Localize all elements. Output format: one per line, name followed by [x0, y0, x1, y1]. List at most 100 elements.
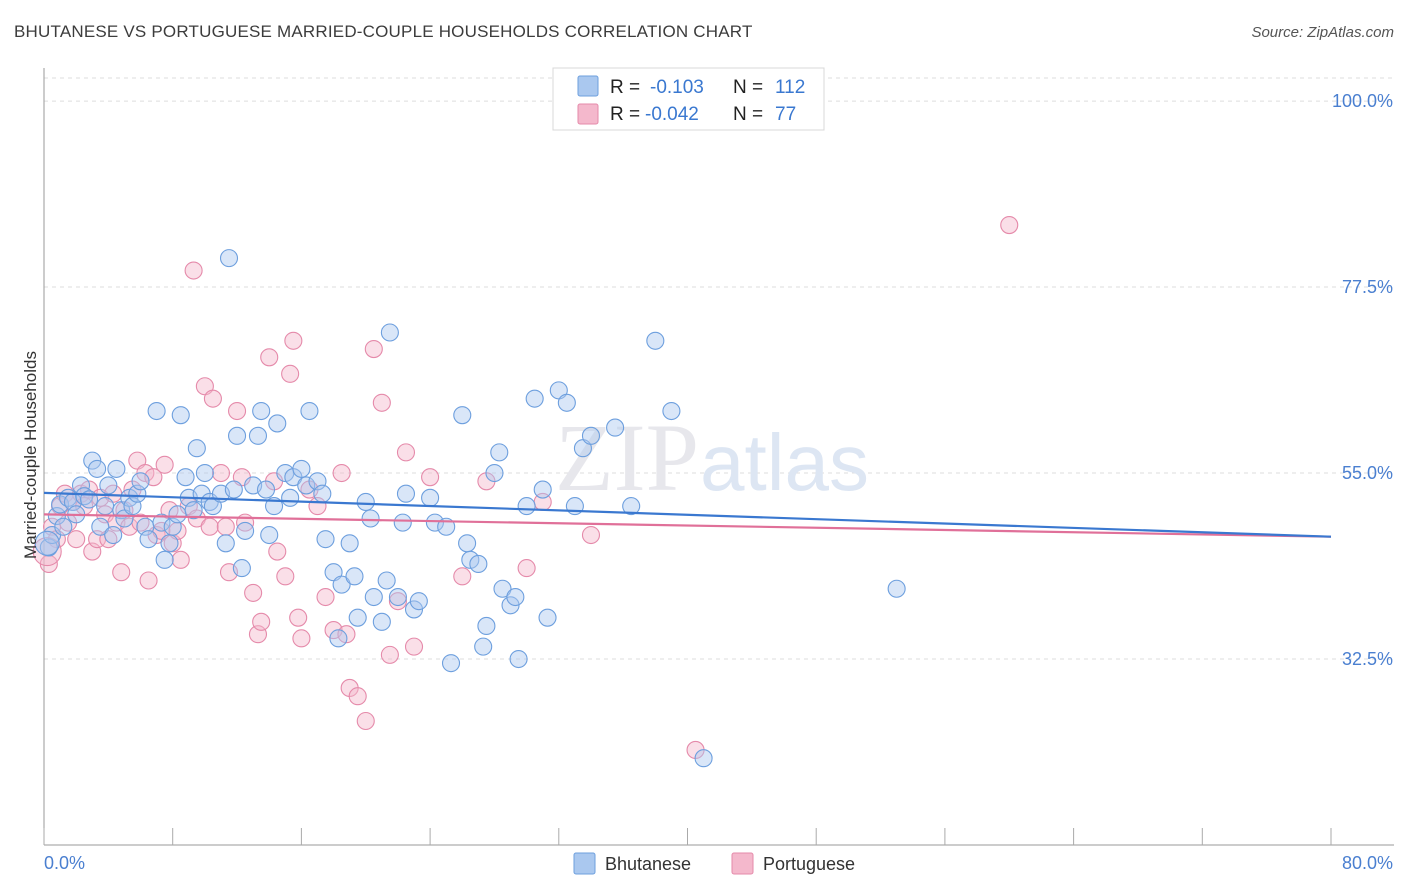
bhutanese-point [155, 550, 174, 569]
portuguese-point [203, 389, 222, 408]
bhutanese-point [152, 513, 171, 532]
axes [43, 68, 1394, 846]
bhutanese-point [168, 505, 187, 524]
bhutanese-point [396, 484, 416, 503]
legend-n-value-bhutanese: 112 [775, 77, 805, 98]
portuguese-point [404, 637, 424, 656]
bhutanese-point [300, 401, 319, 421]
bhutanese-point [228, 426, 247, 445]
bhutanese-point [216, 534, 235, 553]
bhutanese-point [437, 517, 456, 536]
bhutanese-point [171, 406, 190, 425]
bhutanese-point [606, 418, 625, 437]
y-tick-label: 55.0% [1342, 463, 1393, 483]
bhutanese-point [493, 579, 512, 598]
portuguese-point [348, 687, 367, 706]
bottom-legend-swatch-portuguese [731, 852, 754, 875]
portuguese-point [244, 583, 263, 602]
bhutanese-point [622, 497, 641, 516]
bhutanese-point [393, 513, 412, 532]
bottom-legend-swatch-bhutanese [573, 852, 596, 875]
bhutanese-point [268, 414, 287, 433]
bhutanese-point [388, 587, 407, 607]
bhutanese-point [887, 579, 906, 598]
portuguese-point [252, 612, 271, 631]
legend-n-label-bhutanese: N = [733, 77, 763, 98]
portuguese-point [396, 443, 416, 462]
bhutanese-point [372, 612, 391, 631]
bhutanese-point [292, 459, 311, 478]
bhutanese-point [88, 459, 107, 478]
y-axis-label: Married-couple Households [21, 351, 40, 559]
bhutanese-point [533, 480, 552, 499]
legend-n-label-portuguese: N = [733, 104, 763, 125]
portuguese-point [211, 463, 231, 483]
bhutanese-point [252, 401, 271, 421]
bhutanese-point [187, 439, 206, 458]
bhutanese-point [477, 616, 496, 636]
legend-n-value-portuguese: 77 [775, 104, 796, 125]
bhutanese-trend-line [43, 491, 1332, 538]
bhutanese-point [662, 401, 681, 421]
bhutanese-point [356, 492, 375, 512]
bhutanese-point [47, 506, 66, 526]
portuguese-point [372, 393, 391, 412]
bhutanese-point [694, 749, 713, 768]
bhutanese-point [104, 525, 123, 545]
portuguese-trend-line [43, 513, 1332, 538]
bhutanese-point [75, 487, 94, 506]
portuguese-point [139, 571, 158, 590]
bhutanese-point [297, 476, 316, 495]
legend-r-value-portuguese: -0.042 [645, 104, 699, 125]
legend-r-value-bhutanese: -0.103 [650, 77, 704, 98]
portuguese-point [155, 455, 174, 474]
portuguese-point [228, 401, 247, 421]
y-tick-labels: 32.5% 55.0% 77.5% 100.0% [1332, 91, 1393, 669]
bhutanese-point [96, 497, 115, 516]
portuguese-point [284, 331, 303, 350]
bhutanese-point [160, 534, 179, 553]
bhutanese-point [260, 525, 279, 545]
bhutanese-point [91, 517, 110, 536]
portuguese-point [200, 517, 219, 536]
bhutanese-point [490, 443, 509, 462]
bottom-legend-label-portuguese: Portuguese [763, 854, 855, 874]
portuguese-point [581, 525, 601, 545]
portuguese-points [32, 216, 1019, 759]
portuguese-point [268, 542, 287, 561]
portuguese-point [517, 559, 536, 578]
x-tick-label-min: 0.0% [44, 853, 85, 873]
bhutanese-point [184, 501, 203, 520]
portuguese-point [332, 463, 351, 483]
bhutanese-point [281, 488, 300, 507]
bhutanese-point [34, 530, 60, 556]
y-tick-label: 100.0% [1332, 91, 1393, 111]
bhutanese-point [224, 480, 243, 499]
portuguese-point [380, 645, 399, 664]
portuguese-point [421, 468, 440, 487]
portuguese-point [453, 567, 472, 586]
bhutanese-point [248, 426, 268, 445]
legend-swatch-portuguese [577, 103, 599, 125]
bhutanese-point [409, 592, 428, 611]
bhutanese-point [364, 587, 383, 607]
bhutanese-point [176, 468, 195, 487]
bhutanese-point [458, 534, 477, 553]
portuguese-point [1000, 216, 1019, 235]
bhutanese-point [313, 484, 332, 503]
portuguese-point [276, 567, 295, 586]
portuguese-point [184, 261, 203, 280]
portuguese-point [216, 517, 235, 536]
bhutanese-point [236, 521, 255, 540]
bhutanese-point [646, 331, 665, 350]
bhutanese-point [340, 534, 359, 553]
bhutanese-point [361, 509, 380, 528]
bhutanese-point [517, 497, 536, 516]
portuguese-point [292, 629, 311, 648]
portuguese-point [112, 563, 131, 582]
bhutanese-point [453, 406, 472, 425]
bhutanese-point [332, 575, 351, 594]
bhutanese-point [380, 323, 399, 342]
y-tick-label: 77.5% [1342, 277, 1393, 297]
legend-r-label-portuguese: R = [610, 104, 640, 125]
